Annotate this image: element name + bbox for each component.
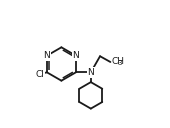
- Text: N: N: [44, 51, 50, 60]
- Text: N: N: [87, 68, 94, 77]
- Text: Cl: Cl: [35, 70, 44, 79]
- Text: 3: 3: [117, 60, 121, 66]
- Text: CH: CH: [112, 57, 125, 66]
- Text: N: N: [72, 51, 79, 60]
